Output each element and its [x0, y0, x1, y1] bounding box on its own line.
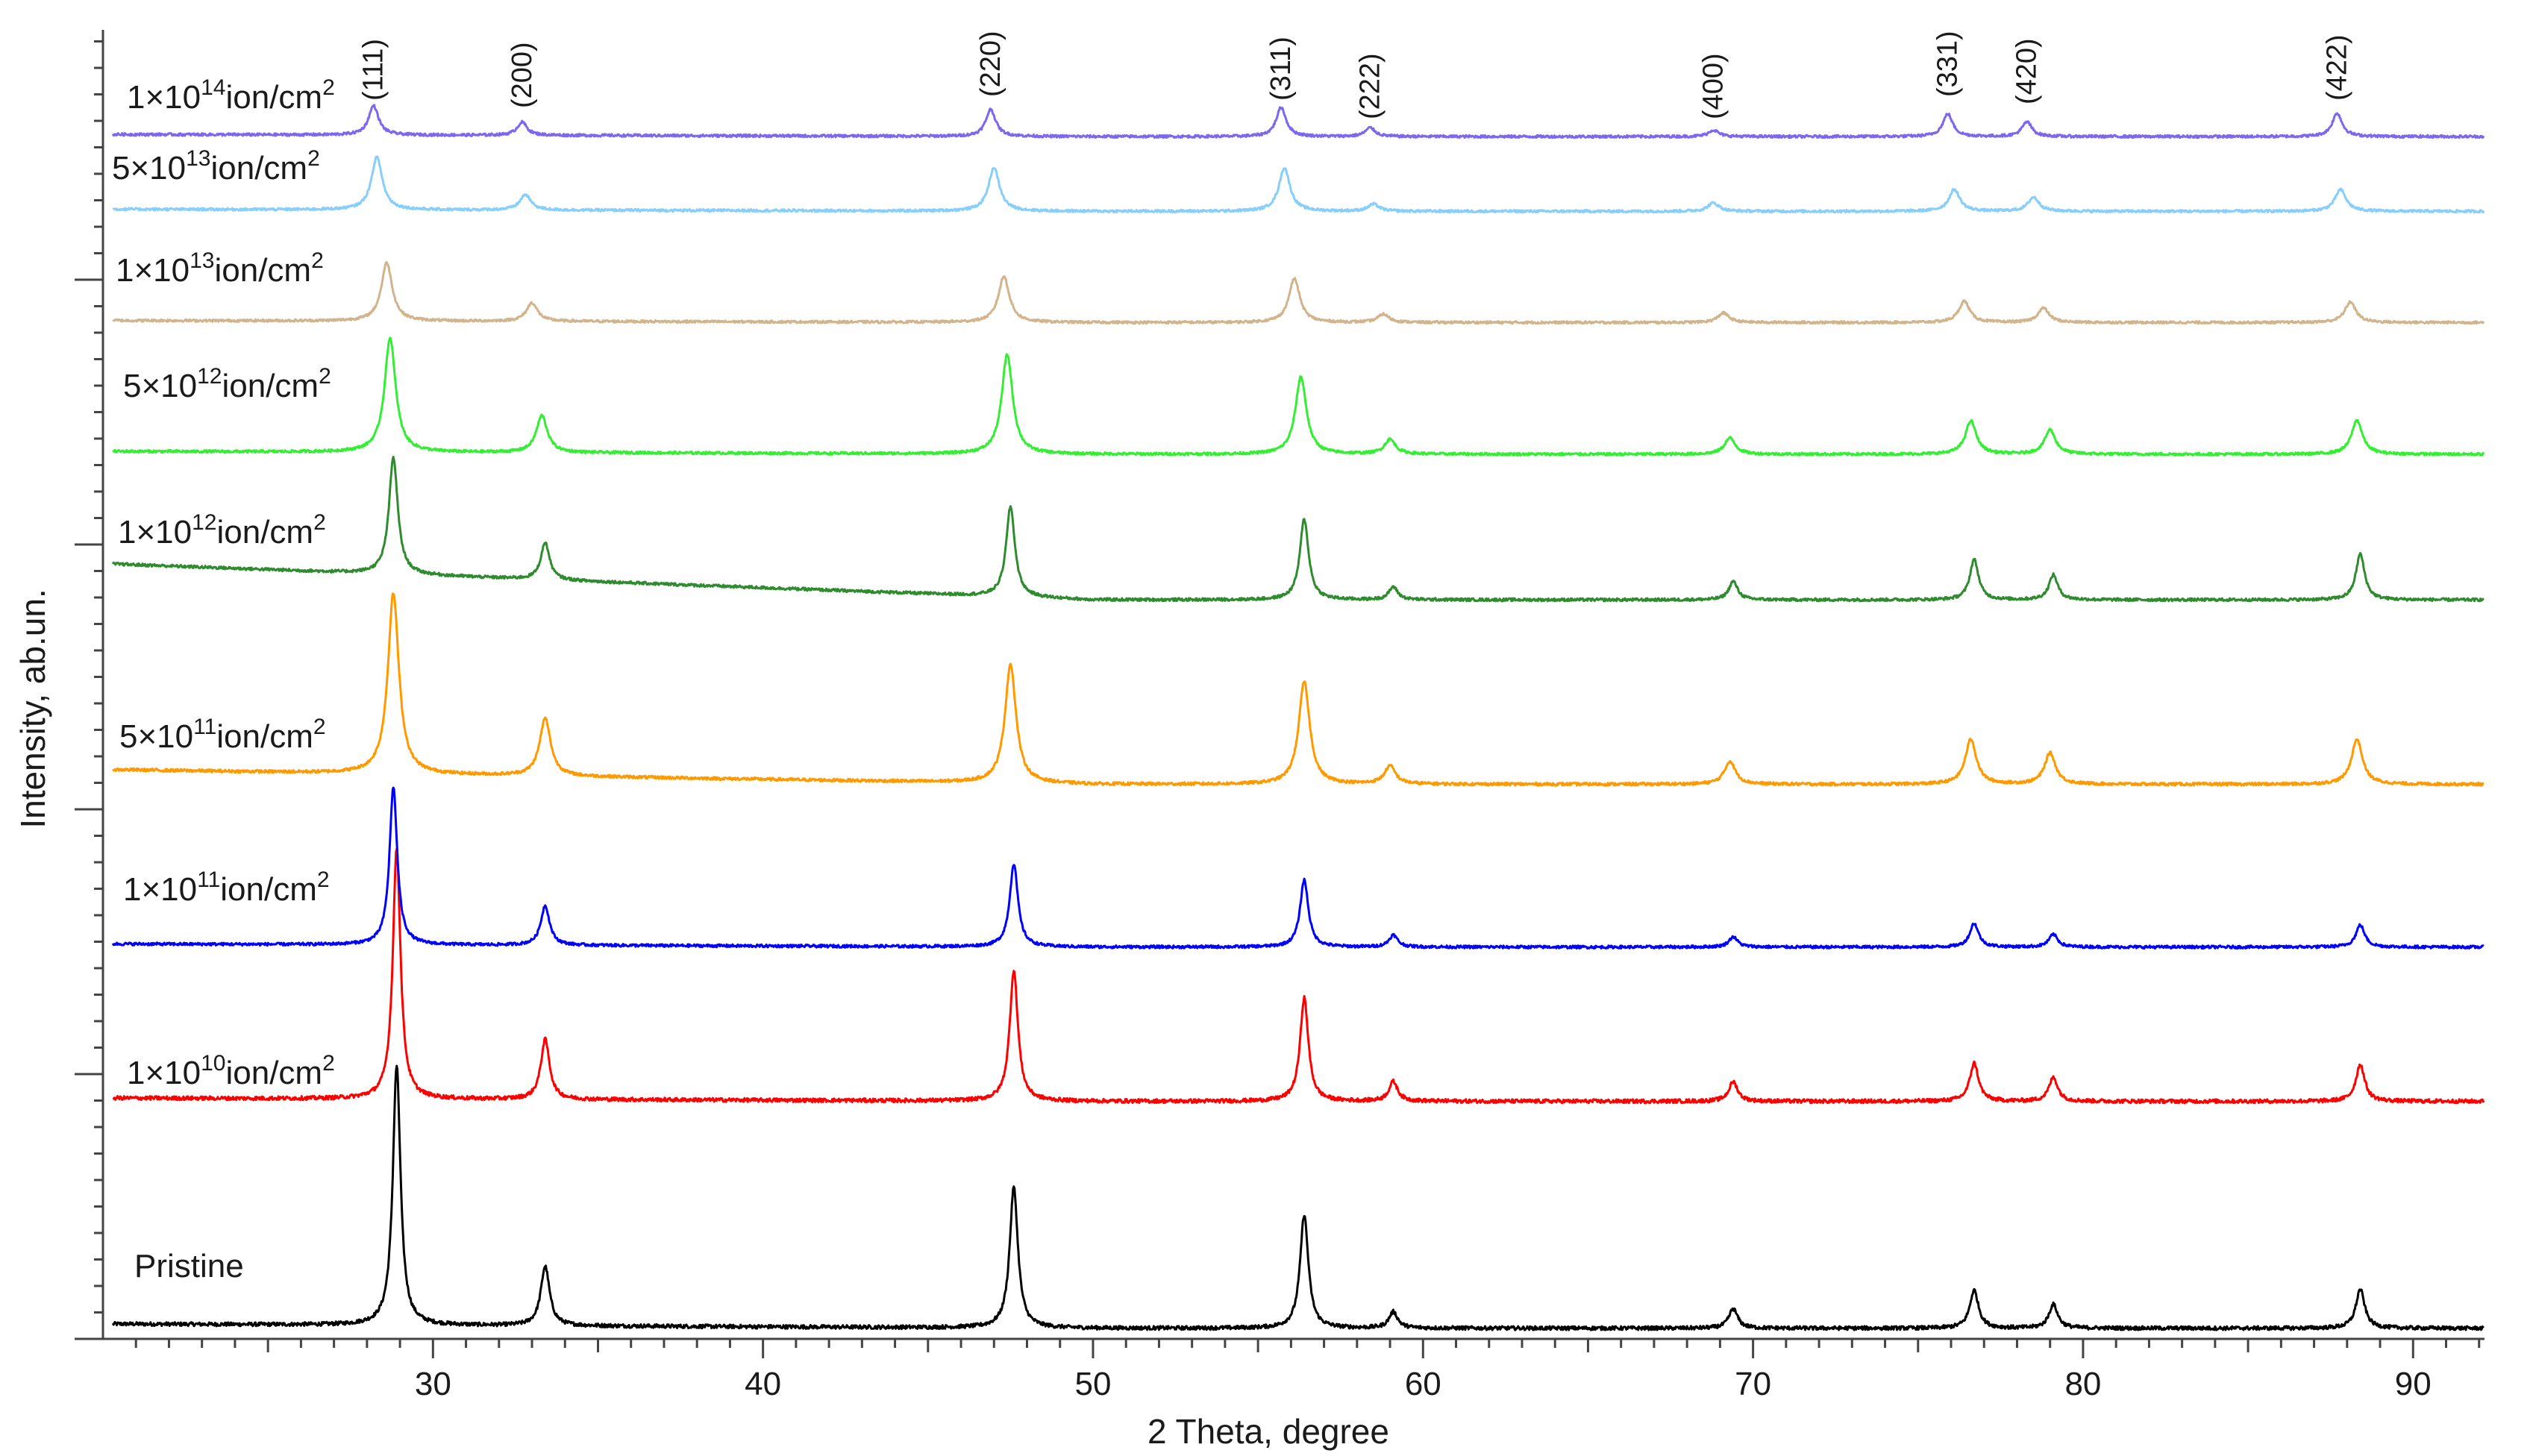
x-tick-label-0: 30 — [415, 1366, 451, 1402]
series-trace-1 — [112, 848, 2485, 1105]
peak-label-3: (311) — [1265, 37, 1297, 101]
series-label-7: 5×1013ion/cm2 — [112, 146, 320, 186]
series-label-1: 1×1010ion/cm2 — [127, 1051, 335, 1091]
series-trace-6 — [112, 261, 2485, 325]
x-tick-label-1: 40 — [745, 1366, 781, 1402]
series-trace-0 — [111, 1064, 2485, 1331]
peak-label-1: (200) — [507, 42, 538, 108]
series-label-2: 1×1011ion/cm2 — [123, 867, 330, 908]
y-ticks — [75, 40, 103, 1340]
series-trace-3 — [112, 592, 2485, 787]
series-trace-7 — [112, 155, 2485, 214]
x-tick-label-4: 70 — [1735, 1366, 1771, 1402]
series-label-6: 1×1013ion/cm2 — [116, 248, 324, 289]
series-trace-8 — [111, 104, 2485, 139]
peak-label-0: (111) — [358, 39, 389, 101]
x-tick-label-6: 90 — [2395, 1366, 2432, 1402]
peak-label-4: (222) — [1355, 53, 1386, 119]
x-tick-labels: 30 40 50 60 70 80 90 — [415, 1366, 2432, 1402]
series-labels: Pristine 1×1010ion/cm2 1×1011ion/cm2 5×1011… — [112, 75, 335, 1284]
series-label-4: 1×1012ion/cm2 — [118, 510, 326, 550]
x-axis-title: 2 Theta, degree — [1147, 1412, 1389, 1451]
series-trace-5 — [112, 336, 2485, 457]
y-axis-title: Intensity, ab.un. — [13, 589, 52, 828]
series-trace-4 — [111, 456, 2485, 603]
series-traces — [111, 104, 2485, 1331]
peak-label-2: (220) — [975, 31, 1006, 97]
axes: 30 40 50 60 70 80 90 — [75, 30, 2485, 1402]
series-label-8: 1×1014ion/cm2 — [127, 75, 335, 116]
series-label-5: 5×1012ion/cm2 — [123, 364, 331, 404]
x-tick-label-3: 60 — [1405, 1366, 1441, 1402]
series-trace-2 — [111, 786, 2485, 950]
x-ticks — [134, 1339, 2481, 1358]
peak-label-7: (420) — [2011, 38, 2043, 104]
series-label-0: Pristine — [134, 1248, 244, 1284]
peak-label-5: (400) — [1698, 53, 1729, 119]
peak-label-6: (331) — [1932, 31, 1964, 97]
x-tick-label-2: 50 — [1074, 1366, 1111, 1402]
peak-label-8: (422) — [2322, 34, 2353, 101]
x-tick-label-5: 80 — [2064, 1366, 2101, 1402]
series-label-3: 5×1011ion/cm2 — [119, 715, 326, 755]
peak-labels: (111) (200) (220) (311) (222) (400) (331) (420)… — [358, 31, 2353, 119]
